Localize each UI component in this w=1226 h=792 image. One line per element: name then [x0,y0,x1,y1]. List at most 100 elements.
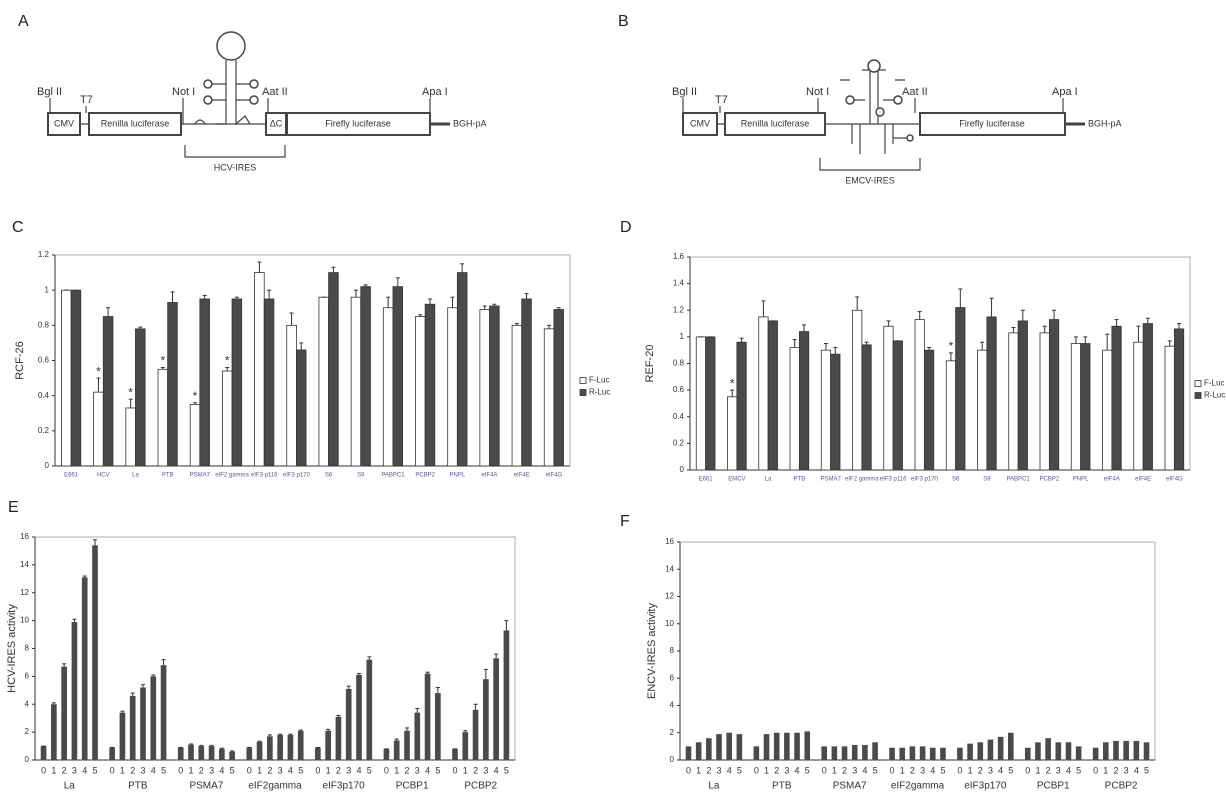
dose-label: 4 [1134,765,1139,775]
bar [899,748,905,760]
y-tick-label: 16 [665,537,674,546]
box-label: Firefly luciferase [959,118,1025,128]
y-axis-label: RCF-26 [14,341,26,380]
site-label: Not I [172,86,195,98]
dose-label: 1 [188,765,193,775]
bar [329,273,339,466]
bar [522,299,532,466]
bar [383,308,393,466]
bar [296,350,306,466]
bar [190,404,200,466]
y-tick-label: 0 [25,755,30,764]
site-label: Aat II [262,86,288,98]
y-tick-label: 10 [665,619,674,628]
dose-label: 1 [832,765,837,775]
x-tick-label: La [765,477,772,483]
bar [804,731,810,760]
x-tick-label: eIF4G [546,473,563,479]
dose-label: 1 [696,765,701,775]
bar [764,734,770,760]
bar [893,341,902,470]
dose-label: 3 [72,765,77,775]
bar [51,704,57,760]
dose-label: 4 [288,765,293,775]
group-label: PCBP2 [1105,781,1138,792]
bar [872,742,878,760]
y-tick-label: 14 [20,560,29,569]
dose-label: 5 [435,765,440,775]
bar [504,630,510,760]
group-label: PTB [772,781,792,792]
y-tick-label: 8 [25,644,30,653]
bar [1018,321,1027,470]
site-label: Bgl II [37,86,62,98]
bar [1123,741,1129,760]
dose-label: 2 [199,765,204,775]
bar [554,310,564,466]
bar [158,369,168,466]
bar [957,748,963,760]
ires-loop [204,80,212,88]
y-tick-label: 0.6 [673,385,685,394]
dose-label: 3 [1056,765,1061,775]
bar [889,748,895,760]
bar [706,337,715,470]
bar [821,350,830,470]
bar [457,273,467,466]
ires-label: HCV-IRES [214,162,257,172]
dose-label: 2 [706,765,711,775]
bar [853,310,862,470]
ires-structure [195,60,250,124]
panel-label: F [620,513,630,530]
bar [366,660,372,760]
ires-loop [204,96,212,104]
dose-label: 1 [326,765,331,775]
bar [161,665,167,760]
dose-label: 5 [230,765,235,775]
y-tick-label: 2 [25,727,30,736]
bar [219,749,225,760]
bar [346,689,352,760]
x-tick-label: eIF3 p116 [251,473,278,479]
bar [1112,326,1121,470]
dose-label: 2 [130,765,135,775]
y-tick-label: 0 [680,465,685,474]
dose-label: 5 [873,765,878,775]
dose-label: 3 [784,765,789,775]
bar [325,731,331,760]
bar [315,747,321,760]
bar [356,675,362,760]
dose-label: 4 [862,765,867,775]
dose-label: 3 [988,765,993,775]
bar [1076,746,1082,760]
bar [1025,748,1031,760]
dose-label: 3 [852,765,857,775]
bar [842,746,848,760]
bar [257,742,263,760]
dose-label: 5 [805,765,810,775]
dose-label: 4 [1066,765,1071,775]
dose-label: 0 [178,765,183,775]
bar [404,731,410,760]
site-label: Apa I [422,86,448,98]
group-label: PCBP1 [1037,781,1070,792]
bar [72,622,78,760]
bar [200,299,210,466]
group-label: PSMA7 [189,781,223,792]
bar [716,734,722,760]
y-axis-label: HCV-IRES activity [6,604,18,693]
bar [319,297,329,466]
bar [784,733,790,760]
diagram-a: A Bgl II T7 Not I Aat II Apa I CMV Renil… [18,13,487,172]
y-tick-label: 1 [680,332,685,341]
bar [706,738,712,760]
dose-label: 0 [110,765,115,775]
x-tick-label: eIF4E [1135,477,1151,483]
site-label: Not I [806,86,829,98]
bar [920,746,926,760]
dose-label: 5 [92,765,97,775]
dose-label: 2 [978,765,983,775]
dose-label: 3 [415,765,420,775]
bar [696,337,705,470]
group-label: eIF3p170 [322,781,365,792]
